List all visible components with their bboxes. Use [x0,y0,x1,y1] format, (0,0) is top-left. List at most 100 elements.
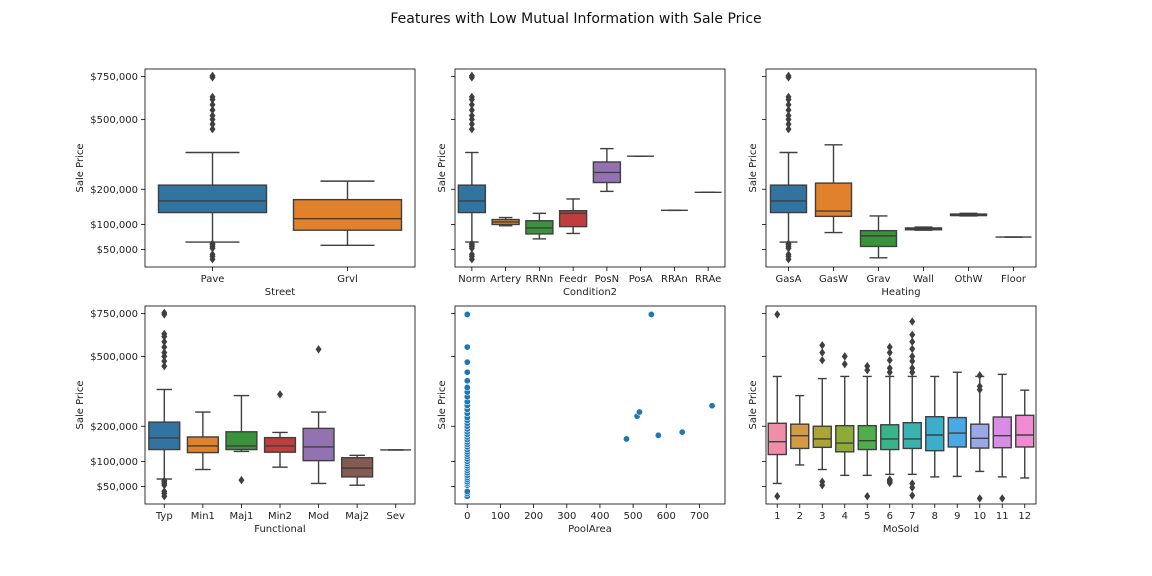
x-tick-label: 700 [690,511,709,522]
box-body [186,436,219,454]
outlier-point [864,492,871,501]
scatter-point [463,487,471,495]
box-gasa [769,71,808,264]
outlier-point [468,239,475,248]
box-body [1015,414,1035,448]
x-axis-label: Condition2 [563,287,617,298]
y-tick-label: $750,000 [90,309,138,320]
box-wall [904,226,943,231]
x-tick-label: 1 [774,511,780,522]
x-tick-label: 8 [932,511,938,522]
outlier-point [909,491,916,500]
scatter-point [647,310,655,318]
figure-title: Features with Low Mutual Information wit… [390,11,761,27]
box-body [558,210,588,228]
box-body [767,422,787,456]
box-12 [1015,389,1035,479]
x-axis-label: PoolArea [568,524,612,535]
x-tick-label: RRNn [526,274,554,285]
box-body [225,431,258,451]
outlier-point [886,475,893,484]
y-tick-label: $100,000 [90,220,138,231]
box-9 [947,371,967,478]
x-tick-label: Min2 [268,511,292,522]
outlier-point [819,477,826,486]
outlier-point [161,337,168,346]
x-tick-label: 300 [557,511,576,522]
x-tick-label: 600 [657,511,676,522]
outlier-point [886,348,893,357]
outlier-point [785,124,792,134]
x-tick-label: 9 [954,511,960,522]
x-tick-label: Maj1 [229,511,253,522]
y-tick-label: $200,000 [90,422,138,433]
outlier-point [161,348,168,357]
y-axis-label: Sale Price [748,144,759,193]
plot-frame [454,305,726,505]
x-tick-label: Wall [913,274,934,285]
scatter-point [463,310,471,318]
box-body [835,424,855,453]
box-artery [491,216,520,227]
y-tick-label: $50,000 [97,482,138,493]
box-7 [902,317,922,500]
outlier-point [161,361,168,371]
subplot-heating: Sale Price Heating GasA GasW Grav Wall OthW Flo… [748,68,1037,298]
outlier-point [161,308,168,318]
outlier-point [864,361,871,371]
outlier-point [277,390,283,399]
box-body [263,436,297,453]
subplot-street: $50,000 $100,000 $200,000 $500,000 $750,000 S… [75,68,416,298]
outlier-point [468,71,475,81]
box-body [302,427,335,462]
outlier-point [909,317,916,326]
box-grvl [292,180,403,247]
scatter-point [654,431,662,439]
outlier-point [209,92,216,102]
x-tick-label: 2 [797,511,803,522]
box-1 [767,310,787,501]
y-tick-label: $500,000 [90,352,138,363]
outlier-point [999,494,1006,503]
outlier-point [976,494,983,503]
box-body [292,198,403,231]
box-body [970,423,990,449]
x-tick-label: 200 [524,511,543,522]
outlier-point [161,476,168,485]
box-posn [592,147,622,193]
outlier-point [886,356,893,365]
x-tick-label: 0 [464,511,470,522]
outlier-point [238,475,245,485]
plot-frame [144,68,416,268]
outlier-point [886,342,893,352]
box-min1 [186,411,219,471]
outlier-point [468,100,475,109]
x-tick-label: RRAe [695,274,721,285]
outlier-point [468,92,475,102]
box-min2 [263,390,297,468]
outlier-point [909,352,916,361]
scatter-point [463,383,471,391]
outlier-point [209,71,216,81]
x-tick-label: Floor [1001,274,1027,285]
x-tick-label: 3 [819,511,825,522]
box-5 [857,361,877,501]
x-tick-label: 500 [624,511,643,522]
outlier-point [909,337,916,346]
y-axis-label: Sale Price [748,381,759,430]
x-tick-label: Grav [867,274,891,285]
outlier-point [161,356,168,366]
scatter-point [678,428,686,436]
plot-frame [765,305,1037,505]
x-tick-label: Sev [387,511,406,522]
outlier-point [909,344,916,354]
x-tick-label: 12 [1018,511,1031,522]
outlier-point [468,250,475,259]
x-tick-label: PosA [629,274,653,285]
outlier-point [886,363,893,373]
outlier-point [209,119,216,129]
outlier-point [161,487,168,496]
outlier-point [909,479,916,488]
box-8 [925,375,945,478]
